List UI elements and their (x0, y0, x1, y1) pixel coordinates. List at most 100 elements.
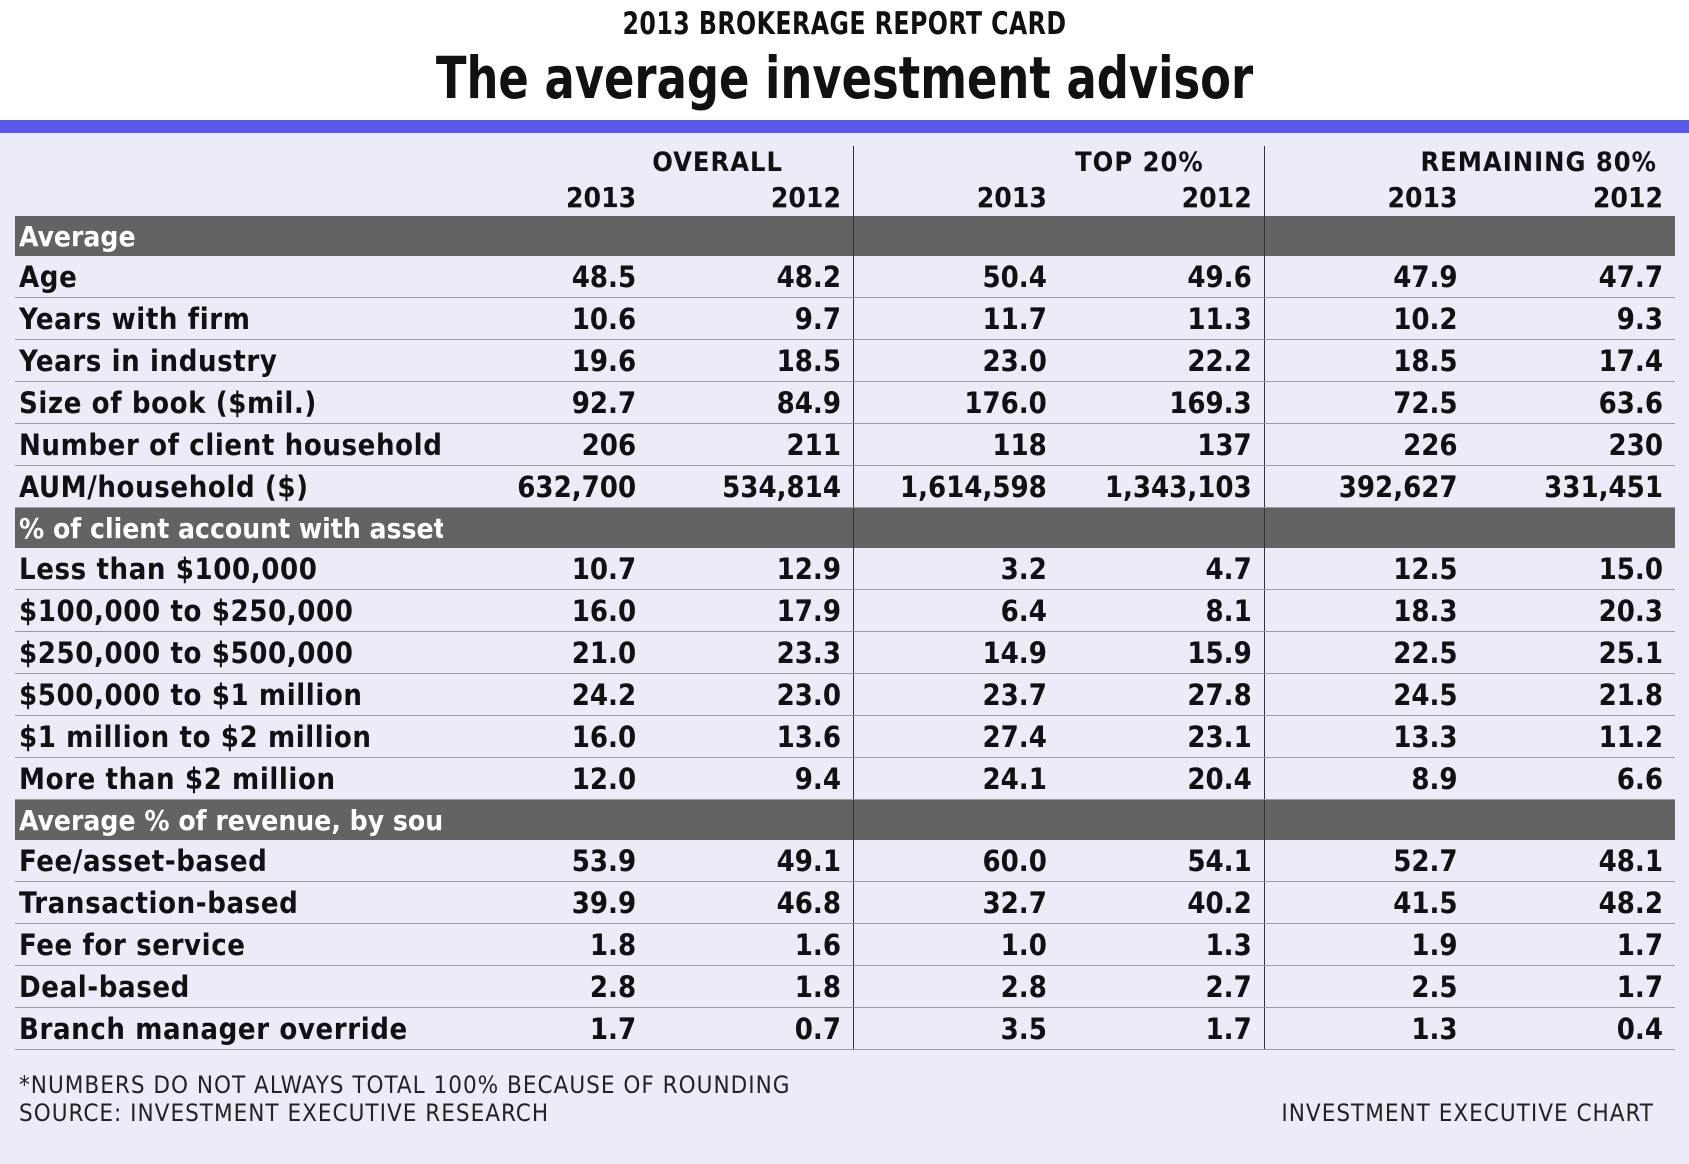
table-cell: 1.6 (648, 923, 854, 966)
year-header: 2013 (566, 180, 637, 214)
table-cell: 10.6 (442, 297, 649, 340)
table-cell: 137 (1058, 423, 1265, 466)
table-cell: 22.5 (1263, 631, 1470, 674)
table-cell: 23.3 (648, 631, 854, 674)
table-cell: 3.2 (852, 548, 1059, 590)
table-cell: 1.9 (1263, 923, 1470, 966)
table-cell: 92.7 (442, 381, 649, 424)
row-label: AUM/household ($) (15, 465, 443, 508)
row-label: Transaction-based (15, 881, 443, 924)
table-cell: 15.9 (1058, 631, 1265, 674)
table-row: Years in industry 19.6 18.5 23.0 22.2 18.5 17.… (15, 339, 1675, 382)
table-cell: 23.7 (852, 673, 1059, 716)
table-cell: 32.7 (852, 881, 1059, 924)
section-band (442, 799, 854, 840)
table-cell: 2.7 (1058, 965, 1265, 1008)
table-cell: 24.1 (852, 757, 1059, 800)
year-header: 2012 (770, 180, 841, 214)
table-cell: 176.0 (852, 381, 1059, 424)
row-label: More than $2 million (15, 757, 443, 800)
table-cell: 8.9 (1263, 757, 1470, 800)
table-cell: 41.5 (1263, 881, 1470, 924)
table-cell: 40.2 (1058, 881, 1265, 924)
table-cell: 169.3 (1058, 381, 1265, 424)
table-row: $500,000 to $1 million 24.2 23.0 23.7 27.8 24… (15, 673, 1675, 716)
table-cell: 22.2 (1058, 339, 1265, 382)
table-cell: 1,614,598 (852, 465, 1059, 508)
table-cell: 1.3 (1263, 1007, 1470, 1050)
section-header-row: % of client account with assets of* (15, 507, 1675, 548)
table-cell: 48.2 (648, 256, 854, 298)
row-label: Fee/asset-based (15, 840, 443, 882)
table-cell: 24.5 (1263, 673, 1470, 716)
table-cell: 6.6 (1469, 757, 1675, 800)
table-cell: 13.6 (648, 715, 854, 758)
table-cell: 46.8 (648, 881, 854, 924)
table-cell: 23.0 (648, 673, 854, 716)
table-cell: 17.4 (1469, 339, 1675, 382)
table-row: AUM/household ($) 632,700 534,814 1,614,598… (15, 465, 1675, 508)
table-row: More than $2 million 12.0 9.4 24.1 20.4 8.9 6.… (15, 757, 1675, 800)
source-note: SOURCE: INVESTMENT EXECUTIVE RESEARCH (19, 1099, 550, 1127)
table-cell: 17.9 (648, 589, 854, 632)
table-cell: 9.4 (648, 757, 854, 800)
table-cell: 632,700 (442, 465, 649, 508)
row-label: Fee for service (15, 923, 443, 966)
table-row: Deal-based 2.8 1.8 2.8 2.7 2.5 1.7 (15, 965, 1675, 1008)
row-label: $100,000 to $250,000 (15, 589, 443, 632)
table-cell: 230 (1469, 423, 1675, 466)
year-header: 2013 (1263, 178, 1470, 216)
table-cell: 19.6 (442, 339, 649, 382)
table-cell: 15.0 (1469, 548, 1675, 590)
table-body: Average Age 48.5 48.2 50.4 49.6 47.9 47.7 Years … (15, 216, 1675, 1050)
table-cell: 1.3 (1058, 923, 1265, 966)
row-label: Less than $100,000 (15, 548, 443, 590)
header: 2013 BROKERAGE REPORT CARD The average i… (0, 0, 1689, 120)
table-cell: 12.5 (1263, 548, 1470, 590)
table-cell: 20.4 (1058, 757, 1265, 800)
table-cell: 118 (852, 423, 1059, 466)
section-label: Average (15, 216, 443, 256)
data-table: OVERALL TOP 20% REMAINING 80% 2013 2012 … (15, 146, 1675, 1050)
table-cell: 18.5 (1263, 339, 1470, 382)
section-band (852, 799, 1265, 840)
table-cell: 11.2 (1469, 715, 1675, 758)
table-cell: 23.1 (1058, 715, 1265, 758)
row-label: Years in industry (15, 339, 443, 382)
table-cell: 20.3 (1469, 589, 1675, 632)
row-label: Branch manager override (15, 1007, 443, 1050)
table-cell: 2.8 (852, 965, 1059, 1008)
chart-title: The average investment advisor (435, 44, 1254, 112)
table-cell: 1,343,103 (1058, 465, 1265, 508)
table-cell: 50.4 (852, 256, 1059, 298)
table-row: $1 million to $2 million 16.0 13.6 27.4 23.1… (15, 715, 1675, 758)
table-cell: 60.0 (852, 840, 1059, 882)
row-label: $500,000 to $1 million (15, 673, 443, 716)
section-band (1263, 216, 1675, 256)
row-label: Years with firm (15, 297, 443, 340)
kicker: 2013 BROKERAGE REPORT CARD (622, 6, 1067, 42)
table-cell: 47.7 (1469, 256, 1675, 298)
table-cell: 72.5 (1263, 381, 1470, 424)
table-cell: 10.7 (442, 548, 649, 590)
year-header: 2013 (852, 178, 1059, 216)
group-header-top-20: TOP 20% (852, 146, 1265, 178)
row-label: Number of client households (15, 423, 443, 466)
table-cell: 2.5 (1263, 965, 1470, 1008)
table-cell: 1.0 (852, 923, 1059, 966)
footnote-rounding: *NUMBERS DO NOT ALWAYS TOTAL 100% BECAUS… (19, 1071, 791, 1099)
table-cell: 8.1 (1058, 589, 1265, 632)
table-cell: 52.7 (1263, 840, 1470, 882)
section-band (442, 216, 854, 256)
table-cell: 226 (1263, 423, 1470, 466)
table-cell: 27.4 (852, 715, 1059, 758)
table-cell: 13.3 (1263, 715, 1470, 758)
table-cell: 27.8 (1058, 673, 1265, 716)
table-row: Fee/asset-based 53.9 49.1 60.0 54.1 52.7 48.1 (15, 840, 1675, 882)
chart-credit: INVESTMENT EXECUTIVE CHART (1281, 1099, 1654, 1127)
table-row: Fee for service 1.8 1.6 1.0 1.3 1.9 1.7 (15, 923, 1675, 966)
table-cell: 211 (648, 423, 854, 466)
section-header-row: Average (15, 216, 1675, 256)
table-cell: 16.0 (442, 715, 649, 758)
table-cell: 12.9 (648, 548, 854, 590)
